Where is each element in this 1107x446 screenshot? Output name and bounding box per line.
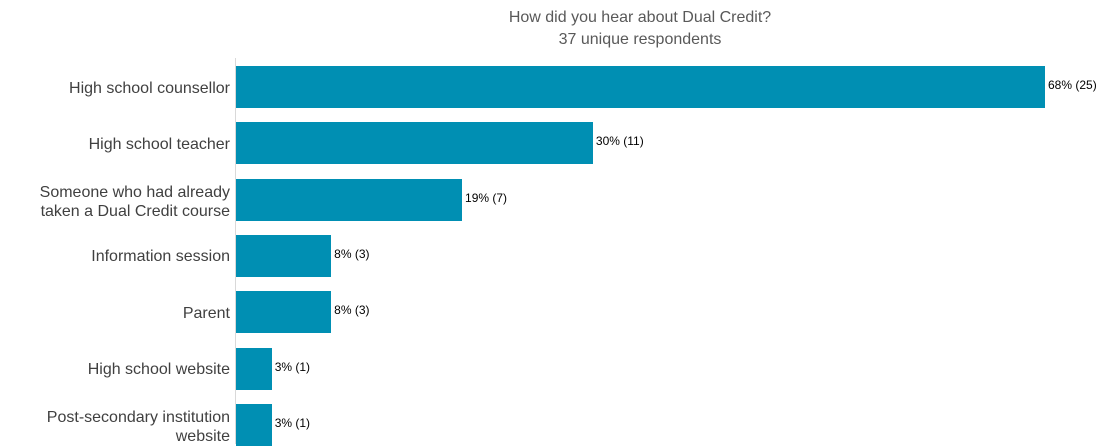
category-label-line: High school teacher [88,135,230,153]
data-label: 8% (3) [334,246,370,261]
chart-title: How did you hear about Dual Credit? [508,9,772,26]
bar [236,66,1045,108]
category-label-line: Parent [182,304,230,322]
category-label: Information session [0,247,230,266]
category-label-line: Someone who had already [39,183,230,201]
category-label-line: Post-secondary institution [46,408,230,426]
category-label: High school website [0,360,230,379]
category-label: Parent [0,304,230,323]
data-label: 3% (1) [274,415,311,430]
category-label-line: Information session [91,248,230,266]
data-label: 3% (1) [274,359,311,374]
data-label: 30% (11) [595,134,644,149]
category-label: High school teacher [0,135,230,154]
data-label: 8% (3) [334,303,370,318]
data-label: 19% (7) [465,190,508,205]
bar [236,291,332,334]
category-label: Someone who had already taken a Dual Cred… [0,183,230,221]
category-label: High school counsellor [0,79,230,98]
category-label: Post-secondary institution website [0,408,230,446]
bar [236,122,593,165]
bar [236,347,272,390]
bar [236,234,332,277]
bar [236,178,463,221]
category-axis-line [235,58,236,444]
category-label-line: website [175,427,230,445]
category-label-line: High school counsellor [69,79,230,97]
chart-subtitle: 37 unique respondents [558,31,722,48]
category-label-line: taken a Dual Credit course [40,202,230,220]
bar [236,403,272,446]
category-label-line: High school website [87,361,230,378]
data-label: 68% (25) [1048,78,1097,92]
